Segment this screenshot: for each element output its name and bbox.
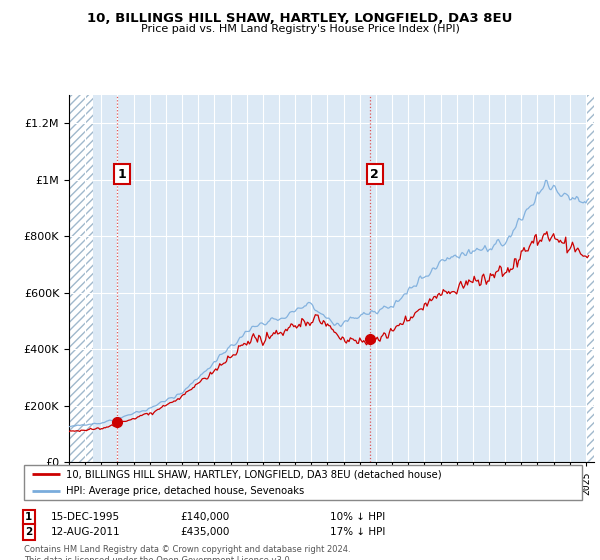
Text: HPI: Average price, detached house, Sevenoaks: HPI: Average price, detached house, Seve… [66, 486, 304, 496]
Text: 10, BILLINGS HILL SHAW, HARTLEY, LONGFIELD, DA3 8EU: 10, BILLINGS HILL SHAW, HARTLEY, LONGFIE… [88, 12, 512, 25]
Text: 10, BILLINGS HILL SHAW, HARTLEY, LONGFIELD, DA3 8EU (detached house): 10, BILLINGS HILL SHAW, HARTLEY, LONGFIE… [66, 469, 442, 479]
Text: 2: 2 [25, 527, 32, 537]
Text: Price paid vs. HM Land Registry's House Price Index (HPI): Price paid vs. HM Land Registry's House … [140, 24, 460, 34]
Text: 1: 1 [25, 512, 32, 522]
Text: £140,000: £140,000 [180, 512, 229, 522]
Text: 12-AUG-2011: 12-AUG-2011 [51, 527, 121, 537]
Text: 1: 1 [117, 167, 126, 181]
Text: Contains HM Land Registry data © Crown copyright and database right 2024.
This d: Contains HM Land Registry data © Crown c… [24, 545, 350, 560]
Text: 17% ↓ HPI: 17% ↓ HPI [330, 527, 385, 537]
Text: 10% ↓ HPI: 10% ↓ HPI [330, 512, 385, 522]
Text: £435,000: £435,000 [180, 527, 229, 537]
Text: 15-DEC-1995: 15-DEC-1995 [51, 512, 120, 522]
Text: 2: 2 [370, 167, 379, 181]
